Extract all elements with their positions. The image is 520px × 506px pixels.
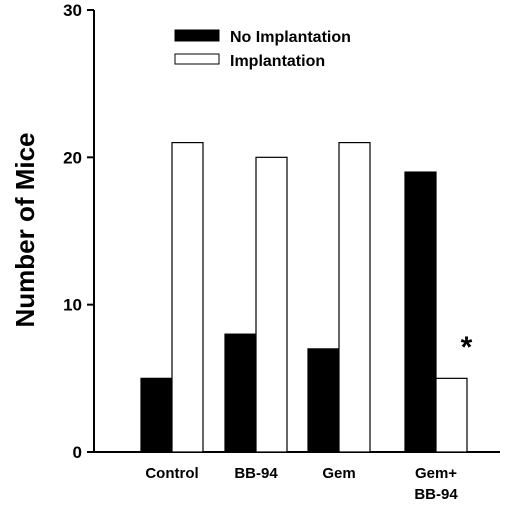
bar-implantation-3	[435, 377, 468, 453]
bars	[140, 142, 468, 453]
bar-implantation-0	[171, 142, 204, 453]
legend-label: No Implantation	[230, 29, 351, 46]
y-tick-label: 10	[63, 296, 82, 315]
x-tick-label: Control	[145, 465, 198, 482]
y-tick-label: 20	[63, 148, 82, 167]
y-axis-label: Number of Mice	[10, 132, 40, 327]
y-tick-label: 30	[63, 1, 82, 20]
bar-no-implantation-2	[307, 348, 340, 453]
y-tick-label: 0	[73, 443, 82, 462]
category-labels: Control BB-94 Gem Gem+ BB-94	[145, 465, 458, 503]
legend-label: Implantation	[230, 53, 325, 70]
x-tick-label: BB-94	[234, 465, 278, 482]
annotations: *	[461, 331, 473, 364]
bar-no-implantation-3	[404, 171, 437, 453]
bar-implantation-1	[255, 156, 288, 453]
bar-implantation-2	[338, 142, 371, 453]
legend: No Implantation Implantation	[174, 29, 351, 70]
legend-swatch	[174, 29, 220, 42]
legend-swatch	[174, 53, 220, 65]
x-tick-label: Gem	[322, 465, 355, 482]
x-tick-label: BB-94	[414, 486, 458, 503]
x-tick-label: Gem+	[415, 465, 457, 482]
bar-no-implantation-1	[224, 333, 257, 453]
significance-asterisk: *	[461, 331, 473, 364]
bar-no-implantation-0	[140, 377, 173, 453]
